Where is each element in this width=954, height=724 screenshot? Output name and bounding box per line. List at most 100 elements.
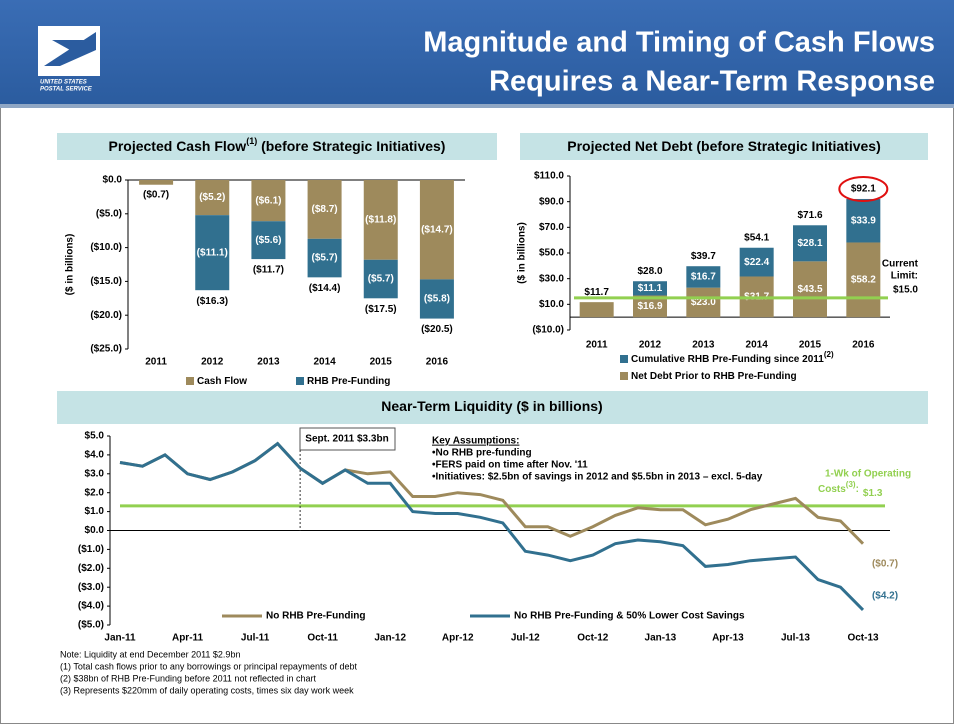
- bar-segment: [307, 238, 342, 278]
- chart-title: Projected Cash Flow(1) (before Strategic…: [109, 136, 446, 153]
- footnote: (2) $38bn of RHB Pre-Funding before 2011…: [60, 673, 316, 683]
- legend-label: No RHB Pre-Funding: [266, 611, 365, 622]
- total-label: $92.1: [851, 184, 876, 195]
- x-tick-label: Jul-11: [241, 633, 270, 644]
- y-tick-label: ($5.0): [96, 208, 122, 219]
- value-label: $16.9: [637, 301, 662, 312]
- y-tick-label: $2.0: [85, 487, 105, 498]
- reference-label: Costs(3): $1.3: [818, 480, 883, 499]
- bar-segment: [793, 261, 827, 318]
- legend-swatch: [296, 377, 304, 385]
- total-label: ($17.5): [365, 304, 397, 315]
- value-label: ($11.1): [197, 247, 228, 258]
- page-title: Magnitude and Timing of Cash Flows: [423, 27, 935, 59]
- logo-wing: [52, 40, 84, 50]
- x-tick-label: 2015: [370, 357, 393, 368]
- footnote: (1) Total cash flows prior to any borrow…: [60, 661, 357, 671]
- title-part: Projected Net Debt (before Strategic Ini…: [567, 138, 881, 154]
- bar-segment: [633, 295, 667, 318]
- y-tick-label: $50.0: [539, 248, 564, 259]
- assumption: •No RHB pre-funding: [432, 448, 532, 459]
- logo-text: UNITED STATES: [40, 80, 87, 86]
- value-label: ($11.8): [365, 215, 396, 226]
- value-label: $16.7: [691, 272, 716, 283]
- bar-segment: [139, 180, 174, 185]
- reference-value: $15.0: [893, 285, 918, 296]
- bar-segment: [251, 180, 286, 222]
- assumption: •FERS paid on time after Nov. '11: [432, 460, 588, 471]
- x-tick-label: Apr-12: [442, 633, 474, 644]
- y-tick-label: ($3.0): [78, 582, 104, 593]
- y-axis-label: ($ in billions): [65, 234, 76, 296]
- legend-name: RHB Pre-Funding: [307, 376, 390, 387]
- bar-segment: [363, 259, 398, 299]
- reference-label: 1-Wk of Operating: [825, 469, 911, 480]
- x-tick-label: Oct-12: [577, 633, 609, 644]
- value-label: $58.2: [851, 274, 876, 285]
- x-tick-label: 2014: [313, 357, 336, 368]
- x-tick-label: 2011: [145, 357, 167, 368]
- x-tick-label: Jul-12: [511, 633, 540, 644]
- reference-label: Current: [882, 259, 919, 270]
- x-tick-label: 2012: [639, 340, 662, 351]
- x-tick-label: Jan-11: [104, 633, 136, 644]
- panel-title-box: [57, 133, 497, 160]
- value-label: ($14.7): [421, 224, 453, 235]
- value-label: ($5.6): [255, 235, 281, 246]
- x-tick-label: 2013: [257, 357, 280, 368]
- reference-value: $1.3: [863, 488, 883, 499]
- annotation-box: [299, 427, 396, 451]
- value-label: ($5.8): [424, 294, 450, 305]
- value-label: $28.1: [797, 238, 822, 249]
- legend-label: Cumulative RHB Pre-Funding since 2011(2): [631, 350, 834, 365]
- y-tick-label: $10.0: [539, 299, 564, 310]
- total-label: $39.7: [691, 251, 716, 262]
- y-tick-label: $110.0: [534, 171, 564, 182]
- y-tick-label: ($10.0): [532, 325, 564, 336]
- x-tick-label: Apr-11: [172, 633, 204, 644]
- value-label: $23.0: [691, 297, 716, 308]
- x-tick-label: 2012: [201, 357, 224, 368]
- panel-title-box: [57, 391, 928, 424]
- assumption: •Initiatives: $2.5bn of savings in 2012 …: [432, 472, 763, 483]
- title-part: Near-Term Liquidity ($ in billions): [381, 398, 602, 414]
- bar-segment: [846, 198, 881, 243]
- y-tick-label: $0.0: [103, 175, 123, 186]
- logo-text: POSTAL SERVICE: [40, 87, 93, 93]
- y-tick-label: $3.0: [85, 468, 105, 479]
- x-tick-label: 2014: [746, 340, 769, 351]
- chart-title: Projected Net Debt (before Strategic Ini…: [567, 138, 881, 154]
- bar-segment: [686, 266, 721, 288]
- assumptions-heading: Key Assumptions:: [432, 436, 519, 447]
- y-tick-label: ($4.0): [78, 601, 104, 612]
- value-label: ($5.7): [368, 274, 394, 285]
- bar-segment: [251, 221, 286, 260]
- total-label: ($14.4): [309, 283, 341, 294]
- value-label: $43.5: [797, 284, 822, 295]
- value-label: ($5.2): [199, 192, 225, 203]
- value-label: ($5.7): [312, 253, 338, 264]
- line-series: [119, 441, 865, 611]
- footnote: Note: Liquidity at end December 2011 $2.…: [60, 649, 240, 659]
- y-tick-label: ($15.0): [90, 276, 122, 287]
- bar-segment: [793, 225, 827, 262]
- total-label: $71.6: [797, 210, 822, 221]
- y-tick-label: ($10.0): [90, 242, 122, 253]
- x-tick-label: 2016: [852, 340, 875, 351]
- reference-label-part: :: [856, 484, 859, 495]
- title-note: (1): [246, 136, 257, 146]
- value-label: $11.1: [638, 283, 663, 294]
- total-label: ($20.5): [421, 324, 453, 335]
- value-label: ($8.7): [312, 204, 338, 215]
- highlight-circle: [838, 175, 889, 202]
- chart-title: Near-Term Liquidity ($ in billions): [381, 398, 602, 414]
- legend-label: Cash Flow: [197, 376, 247, 387]
- x-tick-label: 2011: [586, 340, 608, 351]
- footnote: (3) Represents $220mm of daily operating…: [60, 685, 354, 695]
- annotation: Sept. 2011 $3.3bn: [305, 434, 388, 445]
- legend-label: RHB Pre-Funding: [307, 376, 390, 387]
- value-label: ($6.1): [255, 195, 281, 206]
- legend-label: No RHB Pre-Funding & 50% Lower Cost Savi…: [514, 611, 745, 622]
- x-tick-label: Jan-13: [645, 633, 677, 644]
